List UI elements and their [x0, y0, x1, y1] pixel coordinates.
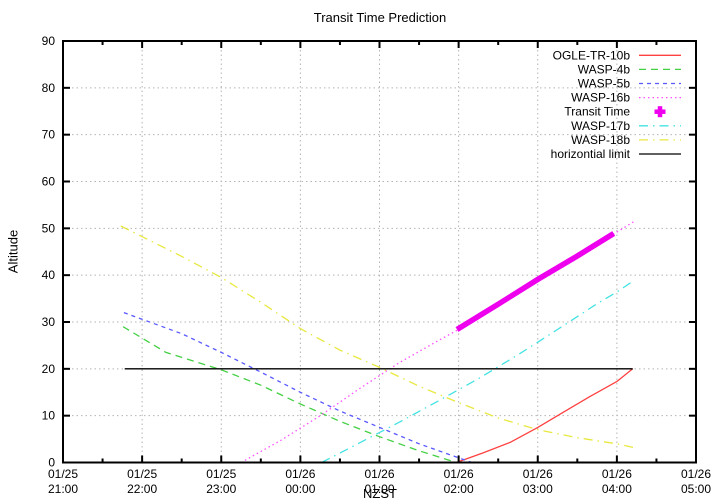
- series-line-wasp-5b: [123, 311, 473, 464]
- y-tick-label: 90: [42, 34, 56, 48]
- y-tick-label: 40: [42, 268, 56, 282]
- y-tick-label: 20: [42, 362, 56, 376]
- x-tick-label: 01/26 05:00: [681, 467, 711, 496]
- y-tick-label: 60: [42, 175, 56, 189]
- legend: OGLE-TR-10bWASP-4bWASP-5bWASP-16bTransit…: [551, 48, 681, 161]
- chart-title: Transit Time Prediction: [313, 10, 447, 25]
- y-tick-label: 80: [42, 81, 56, 95]
- series-line-ogle-tr-10b: [456, 368, 634, 464]
- series-line-wasp-18b: [120, 225, 634, 449]
- y-tick-label: 0: [48, 456, 55, 470]
- series-line-wasp-17b: [321, 280, 634, 464]
- legend-label-wasp-5b: WASP-5b: [578, 77, 631, 91]
- x-tick-label: 01/25 21:00: [48, 467, 78, 496]
- legend-label-wasp-4b: WASP-4b: [578, 62, 631, 76]
- x-tick-label: 01/26 02:00: [444, 467, 474, 496]
- x-tick-label: 01/25 23:00: [206, 467, 236, 496]
- y-tick-label: 70: [42, 128, 56, 142]
- x-tick-label: 01/26 01:00: [364, 467, 394, 496]
- series-line-wasp-4b: [122, 326, 457, 464]
- axes: [62, 40, 697, 464]
- series-line-transit-time: [455, 231, 616, 332]
- legend-label-wasp-18b: WASP-18b: [571, 133, 630, 147]
- tick-labels: 01/25 21:00 01/25 22:00 01/25 23:00 01/26 00:00…: [42, 34, 712, 496]
- y-tick-label: 50: [42, 221, 56, 235]
- x-tick-label: 01/26 00:00: [285, 467, 315, 496]
- legend-label-horizontial-limit: horizontial limit: [551, 147, 631, 161]
- series-lines: [120, 221, 634, 464]
- x-axis-title: NZST: [363, 486, 397, 501]
- legend-label-transit-time: Transit Time: [564, 105, 630, 119]
- legend-label-ogle-tr-10b: OGLE-TR-10b: [553, 48, 631, 62]
- x-tick-label: 01/25 22:00: [127, 467, 157, 496]
- x-tick-label: 01/26 03:00: [523, 467, 553, 496]
- legend-label-wasp-16b: WASP-16b: [571, 91, 630, 105]
- series-line-wasp-16b: [240, 221, 634, 464]
- y-tick-label: 10: [42, 409, 56, 423]
- x-tick-label: 01/26 04:00: [602, 467, 632, 496]
- y-tick-label: 30: [42, 315, 56, 329]
- legend-label-wasp-17b: WASP-17b: [571, 119, 630, 133]
